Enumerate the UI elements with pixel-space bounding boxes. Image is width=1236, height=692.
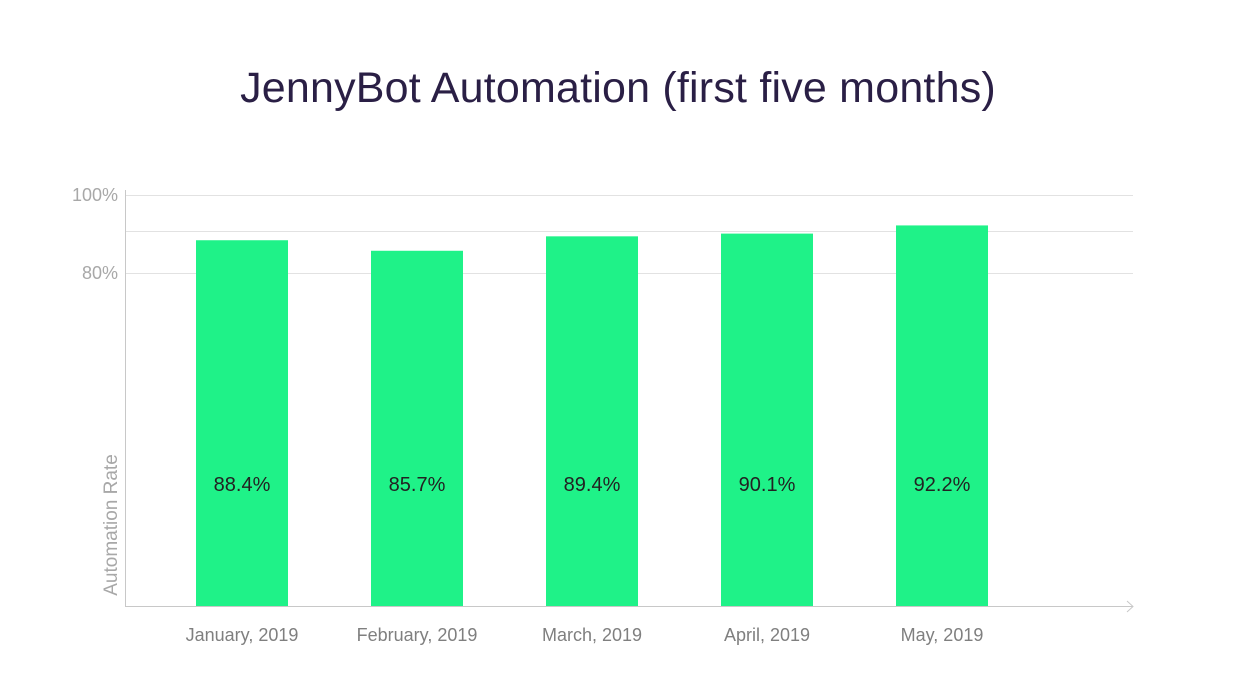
bar-data-label: 89.4% [564,474,621,496]
bar-data-label: 85.7% [389,474,446,496]
bar-data-label: 92.2% [914,474,971,496]
bar [721,233,813,607]
bars-group [196,225,988,607]
x-category-label: April, 2019 [724,625,810,645]
chart-title: JennyBot Automation (first five months) [240,64,996,112]
bar-data-label: 88.4% [214,474,271,496]
labels-group: 100% 80% 88.4% January, 2019 85.7% February, … [72,185,983,645]
bar [546,236,638,606]
x-category-label: May, 2019 [901,625,984,645]
y-tick-label: 100% [72,185,118,205]
x-axis-arrow-icon [1126,600,1134,613]
bar-data-label: 90.1% [739,474,796,496]
x-category-label: March, 2019 [542,625,642,645]
x-category-label: February, 2019 [357,625,478,645]
y-axis-title: Automation Rate [101,454,122,596]
axes-group [125,190,1134,613]
bar [196,240,288,607]
y-tick-label: 80% [82,263,118,283]
bar [371,250,463,606]
x-category-label: January, 2019 [186,625,299,645]
bar [896,225,988,607]
